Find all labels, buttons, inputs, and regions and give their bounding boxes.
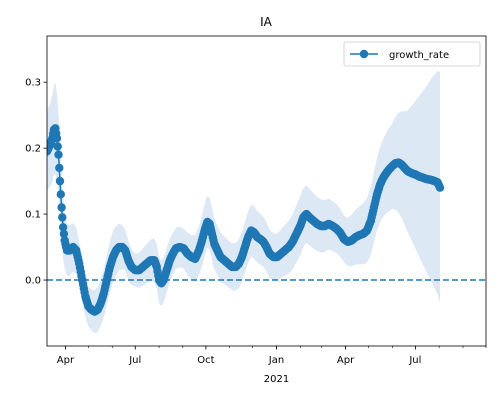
axes-frame	[46, 35, 487, 347]
data-point	[53, 142, 62, 151]
data-point	[59, 229, 69, 239]
y-tick-label: 0.0	[25, 276, 41, 287]
x-axis: Apr Jul Oct Jan Apr Jul 2021	[57, 346, 487, 385]
x-tick-label: Jul	[408, 355, 421, 366]
x-tick-label: Apr	[337, 355, 355, 366]
x-tick-label: Apr	[57, 355, 75, 366]
legend-label: growth_rate	[389, 50, 449, 61]
y-tick-label: 0.2	[25, 144, 41, 155]
data-point	[435, 183, 445, 192]
data-point	[57, 203, 66, 212]
data-point	[55, 176, 65, 186]
legend-marker-icon	[359, 49, 369, 59]
y-tick-label: 0.3	[25, 78, 41, 89]
chart-title: IA	[260, 15, 273, 29]
data-point	[55, 163, 64, 173]
data-point	[58, 213, 67, 222]
data-point	[54, 150, 63, 159]
data-point	[58, 223, 68, 232]
series-layer	[47, 124, 445, 316]
x-year-label: 2021	[264, 374, 289, 385]
x-tick-label: Jul	[128, 355, 141, 366]
x-tick-label: Jan	[268, 355, 284, 366]
legend: growth_rate	[343, 41, 481, 67]
legend-box	[343, 41, 481, 67]
data-point	[52, 134, 62, 143]
x-tick-label: Oct	[197, 355, 214, 366]
y-tick-label: 0.1	[25, 210, 41, 221]
data-point	[56, 190, 65, 199]
y-axis: 0.0 0.1 0.2 0.3	[25, 78, 47, 287]
